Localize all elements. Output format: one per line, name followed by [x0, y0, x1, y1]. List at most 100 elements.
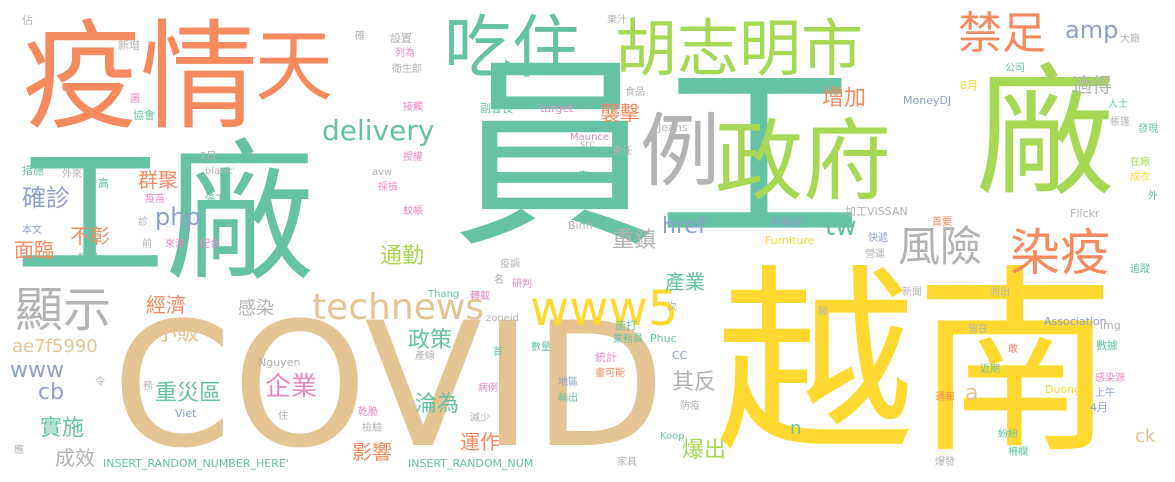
word: delivery [322, 114, 435, 147]
word: 感染 [238, 298, 274, 319]
word: 測出 [990, 287, 1010, 298]
word: 疫情 [22, 8, 259, 146]
word: Binh [568, 219, 593, 232]
word: Viet [175, 407, 197, 420]
word: 員工 [452, 38, 862, 276]
word: 吃住 [444, 9, 581, 88]
word: Thang [428, 289, 460, 300]
word: CC [672, 349, 688, 362]
word: 高 [98, 177, 109, 190]
word: 平陽省 [770, 216, 803, 229]
word: php [155, 203, 201, 231]
word: 名 [494, 275, 504, 286]
word: 措施 [22, 164, 44, 177]
word: 爆發 [935, 457, 955, 468]
word: 8月 [960, 79, 978, 92]
word: 授權 [403, 152, 423, 163]
word: _blank' [200, 166, 236, 177]
word: 次 [667, 302, 677, 313]
word: 防疫 [680, 401, 700, 412]
word: 佔 [22, 14, 33, 27]
word: 近期 [980, 364, 1000, 375]
word: 設置 [390, 32, 412, 45]
word: 前 [142, 239, 152, 250]
word: 快遞 [868, 233, 888, 244]
word: 新增 [118, 39, 140, 52]
word: 產業 [665, 270, 705, 294]
word: Koop [660, 431, 685, 442]
word: 爆出 [682, 438, 727, 463]
word: 留在 [968, 324, 988, 335]
word: Furniture [765, 234, 815, 247]
word: 乾脆 [358, 407, 378, 418]
word: 副會長 [480, 102, 513, 115]
word: 敢 [1008, 344, 1018, 355]
word: 病例 [478, 383, 498, 394]
word: 4月 [1090, 401, 1108, 414]
word: 疫苗 [145, 194, 165, 205]
word: 首 [493, 347, 503, 358]
word: 適得 [1072, 73, 1112, 97]
word: 加工VISSAN [845, 205, 908, 218]
word: 風險 [898, 222, 983, 271]
word: 業務員 [613, 334, 643, 345]
word: a [965, 381, 979, 406]
word: INSERT_RANDOM_NUM [408, 457, 534, 470]
word: 採檢 [378, 182, 398, 193]
word: 增加 [822, 86, 867, 111]
word: 住 [278, 411, 288, 422]
word: 企業 [265, 372, 318, 402]
word: 感染源 [1095, 373, 1125, 384]
word: 帳篷 [1110, 117, 1130, 128]
word: 研判 [512, 279, 532, 290]
word: MoneyDJ [903, 94, 952, 107]
word: 發現 [1138, 124, 1158, 135]
word: 天 [255, 22, 334, 112]
word: 責任 [612, 146, 632, 157]
word: ck [1135, 426, 1156, 447]
word: href [662, 214, 706, 239]
word: 通勤 [380, 244, 425, 269]
word: 追蹤 [1130, 264, 1150, 275]
word: n [790, 418, 802, 439]
word: 令 [95, 377, 105, 388]
word: 診 [138, 217, 148, 228]
word: 公司 [1005, 63, 1025, 74]
word: Duong [1045, 383, 1082, 396]
word: technews [312, 287, 485, 328]
word: 配合 [200, 239, 220, 250]
word: 成衣 [1130, 172, 1150, 183]
word: 重災區 [155, 381, 222, 406]
word: 襲擊 [600, 101, 640, 125]
word: avw [372, 167, 393, 178]
word: 減少 [470, 413, 490, 424]
word: 上午 [1095, 388, 1115, 399]
word: 停工 [205, 194, 225, 205]
word: 不彰 [70, 224, 110, 248]
word: Jeans [658, 121, 688, 134]
word: 數量 [531, 342, 551, 353]
word: 例 [640, 105, 720, 198]
word: 政策 [408, 328, 453, 353]
word: 實施 [40, 416, 85, 441]
word: 淪為 [415, 392, 460, 417]
word: amp [1065, 16, 1119, 44]
word: 禁足 [958, 8, 1046, 59]
word: INSERT_RANDOM_NUMBER_HERE' [103, 457, 289, 470]
word: ae7f5990 [12, 336, 98, 357]
word: 底 [578, 171, 588, 182]
word: 模式 [78, 253, 98, 264]
word: 在廠 [1130, 157, 1150, 168]
word: 外來 [62, 169, 82, 180]
word: 成效 [55, 446, 95, 470]
word: 小販 [155, 321, 200, 346]
word: Maunce [570, 132, 610, 143]
word: 果汁 [607, 15, 627, 26]
word: 經濟 [146, 293, 186, 317]
word: tw [825, 212, 857, 242]
word: cb [38, 380, 65, 405]
word: 數據 [1096, 339, 1118, 352]
word: 人士 [1108, 99, 1128, 110]
word: 紛紛 [998, 429, 1018, 440]
